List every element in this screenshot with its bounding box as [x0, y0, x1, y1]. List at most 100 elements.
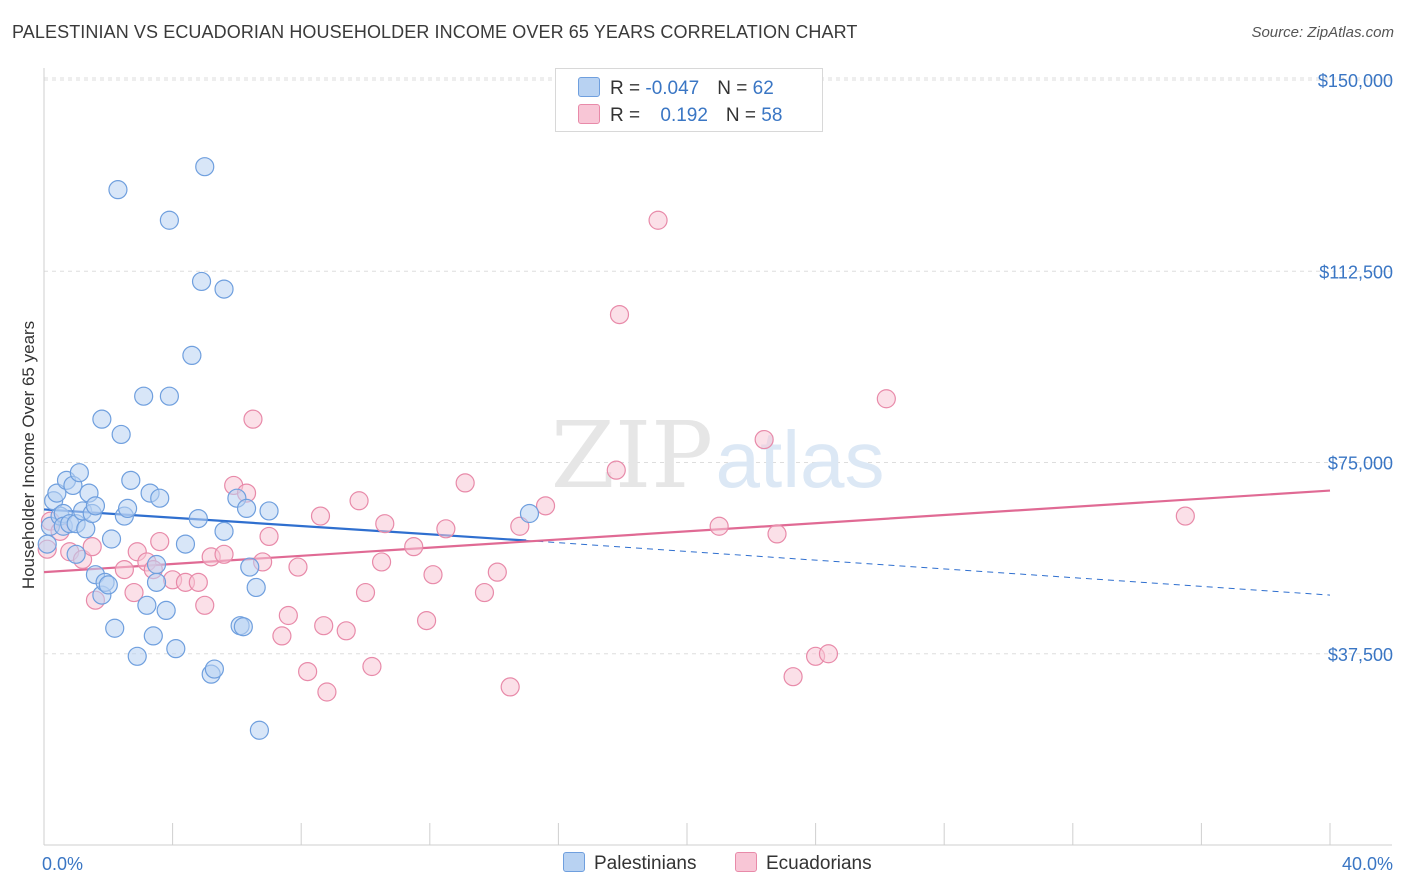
point-ecuadorians — [349, 491, 369, 511]
point-palestinians — [204, 659, 224, 679]
point-palestinians — [236, 498, 257, 518]
point-palestinians — [182, 345, 202, 365]
point-ecuadorians — [455, 473, 475, 493]
point-ecuadorians — [487, 562, 507, 582]
point-ecuadorians — [355, 582, 376, 603]
legend-r-value: 0.192 — [660, 105, 708, 126]
point-ecuadorians — [535, 496, 556, 516]
point-palestinians — [195, 157, 215, 177]
point-ecuadorians — [609, 305, 630, 325]
y-tick-label: $112,500 — [1319, 262, 1393, 282]
point-palestinians — [240, 557, 260, 577]
legend-swatch-blue — [578, 77, 600, 97]
legend-n-value: 58 — [761, 105, 783, 126]
point-ecuadorians — [188, 572, 208, 592]
correlation-legend: R = -0.047 N = 62 R = 0.192 N = 58 — [555, 68, 823, 132]
point-palestinians — [101, 529, 122, 549]
point-ecuadorians — [259, 526, 279, 547]
point-ecuadorians — [375, 514, 395, 534]
point-palestinians — [37, 534, 57, 554]
legend-r-value: -0.047 — [645, 78, 700, 99]
point-palestinians — [159, 210, 179, 230]
x-tick-label: 40.0% — [1342, 854, 1393, 874]
point-ecuadorians — [150, 531, 170, 552]
point-palestinians — [214, 521, 234, 541]
point-palestinians — [156, 600, 176, 621]
point-ecuadorians — [124, 582, 144, 603]
point-ecuadorians — [272, 626, 292, 646]
data-points — [37, 157, 1195, 740]
watermark-atlas: atlas — [716, 415, 885, 504]
point-palestinians — [85, 496, 106, 516]
bottom-legend-ecuadorians: Ecuadorians — [735, 852, 872, 875]
point-palestinians — [519, 503, 540, 524]
point-palestinians — [111, 424, 131, 445]
point-ecuadorians — [500, 677, 520, 697]
legend-swatch-pink — [578, 104, 600, 124]
point-ecuadorians — [1175, 506, 1195, 526]
point-palestinians — [92, 409, 112, 429]
x-tick-labels: 0.0% 40.0% — [42, 854, 1393, 874]
trend-line-palestinians-extension — [526, 540, 1331, 596]
point-ecuadorians — [288, 557, 308, 577]
point-ecuadorians — [336, 621, 356, 641]
bottom-legend-label: Ecuadorians — [766, 853, 872, 874]
y-tick-label: $75,000 — [1328, 454, 1393, 474]
point-palestinians — [98, 575, 118, 595]
point-ecuadorians — [783, 667, 803, 687]
watermark-zip: ZIP — [551, 402, 713, 509]
point-ecuadorians — [436, 519, 456, 539]
legend-r-label: R = — [610, 78, 646, 99]
y-tick-label: $37,500 — [1328, 645, 1393, 665]
bottom-legend-swatch-pink — [735, 852, 757, 872]
legend-n-label: N = — [725, 105, 762, 126]
legend-row-ecuadorians: R = 0.192 N = 58 — [578, 104, 782, 126]
point-palestinians — [105, 618, 125, 638]
legend-n-label: N = — [717, 78, 753, 99]
source-label: Source: ZipAtlas.com — [1251, 24, 1394, 41]
point-ecuadorians — [278, 605, 298, 626]
y-tick-labels: $37,500 $75,000 $112,500 $150,000 — [1318, 71, 1393, 665]
point-palestinians — [47, 483, 67, 503]
point-palestinians — [159, 386, 179, 406]
point-ecuadorians — [243, 409, 263, 429]
legend-row-palestinians: R = -0.047 N = 62 — [578, 77, 774, 99]
point-ecuadorians — [314, 616, 334, 636]
point-ecuadorians — [214, 544, 234, 564]
y-tick-label: $150,000 — [1318, 71, 1393, 91]
point-ecuadorians — [195, 595, 215, 615]
point-palestinians — [146, 554, 167, 575]
point-ecuadorians — [767, 524, 787, 544]
point-palestinians — [150, 488, 170, 508]
point-palestinians — [66, 544, 86, 564]
bottom-legend-palestinians: Palestinians — [563, 852, 696, 875]
point-ecuadorians — [298, 661, 318, 682]
point-palestinians — [137, 595, 157, 615]
point-palestinians — [121, 470, 141, 490]
point-ecuadorians — [114, 559, 134, 580]
bottom-legend-swatch-blue — [563, 852, 585, 872]
point-ecuadorians — [416, 610, 437, 631]
x-tick-label: 0.0% — [42, 854, 83, 874]
point-palestinians — [108, 180, 128, 200]
point-ecuadorians — [510, 516, 530, 536]
point-ecuadorians — [310, 506, 331, 526]
point-palestinians — [134, 386, 154, 406]
point-palestinians — [117, 498, 138, 518]
point-ecuadorians — [754, 429, 774, 450]
point-ecuadorians — [371, 552, 392, 572]
point-ecuadorians — [404, 537, 424, 557]
point-ecuadorians — [362, 656, 382, 677]
point-ecuadorians — [606, 460, 626, 480]
point-palestinians — [259, 501, 279, 521]
point-ecuadorians — [648, 210, 668, 230]
legend-r-label: R = — [610, 105, 646, 126]
point-palestinians — [214, 279, 234, 299]
point-ecuadorians — [317, 682, 337, 702]
point-palestinians — [127, 646, 147, 666]
point-ecuadorians — [709, 516, 729, 536]
point-ecuadorians — [423, 565, 443, 585]
axes — [43, 68, 1392, 846]
point-palestinians — [175, 534, 196, 554]
point-palestinians — [249, 720, 270, 740]
